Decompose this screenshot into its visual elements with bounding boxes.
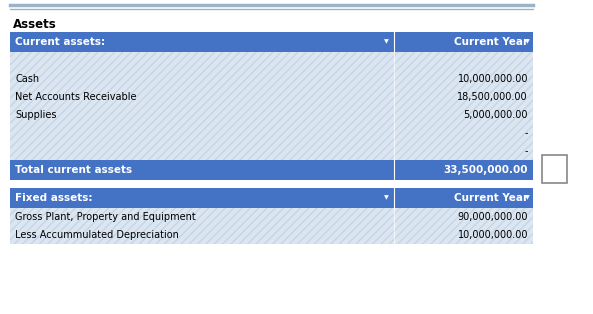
Bar xyxy=(10,32,533,52)
Bar xyxy=(10,226,533,244)
Text: 90,000,000.00: 90,000,000.00 xyxy=(458,212,528,222)
Text: Total current assets: Total current assets xyxy=(15,165,132,175)
Text: 10,000,000.00: 10,000,000.00 xyxy=(458,230,528,240)
Bar xyxy=(10,208,533,226)
Bar xyxy=(10,52,533,70)
Bar xyxy=(10,226,533,244)
Text: 5,000,000.00: 5,000,000.00 xyxy=(464,110,528,120)
Bar xyxy=(10,106,533,124)
Text: ▼: ▼ xyxy=(384,40,389,45)
Text: ▼: ▼ xyxy=(525,40,530,45)
Text: Net Accounts Receivable: Net Accounts Receivable xyxy=(15,92,136,102)
Bar xyxy=(542,155,567,183)
Bar xyxy=(10,124,533,142)
Text: ▼: ▼ xyxy=(384,196,389,201)
Text: Current Year: Current Year xyxy=(454,37,528,47)
Text: 10,000,000.00: 10,000,000.00 xyxy=(458,74,528,84)
Bar xyxy=(10,52,533,70)
Text: 33,500,000.00: 33,500,000.00 xyxy=(444,165,528,175)
Bar xyxy=(10,142,533,160)
Text: Supplies: Supplies xyxy=(15,110,56,120)
Bar xyxy=(10,70,533,88)
Bar xyxy=(10,70,533,88)
Bar xyxy=(10,88,533,106)
Bar xyxy=(10,142,533,160)
Text: Assets: Assets xyxy=(13,18,57,30)
Text: 18,500,000.00: 18,500,000.00 xyxy=(457,92,528,102)
Bar xyxy=(10,160,533,180)
Text: Current assets:: Current assets: xyxy=(15,37,105,47)
Text: ▼: ▼ xyxy=(525,196,530,201)
Bar xyxy=(10,208,533,226)
Text: -: - xyxy=(524,146,528,156)
Text: Cash: Cash xyxy=(15,74,39,84)
Text: Less Accummulated Depreciation: Less Accummulated Depreciation xyxy=(15,230,179,240)
Text: -: - xyxy=(524,128,528,138)
Bar xyxy=(10,88,533,106)
Text: Gross Plant, Property and Equipment: Gross Plant, Property and Equipment xyxy=(15,212,196,222)
Bar xyxy=(10,124,533,142)
Text: Current Year: Current Year xyxy=(454,193,528,203)
Bar xyxy=(10,188,533,208)
Text: Fixed assets:: Fixed assets: xyxy=(15,193,93,203)
Bar xyxy=(10,106,533,124)
